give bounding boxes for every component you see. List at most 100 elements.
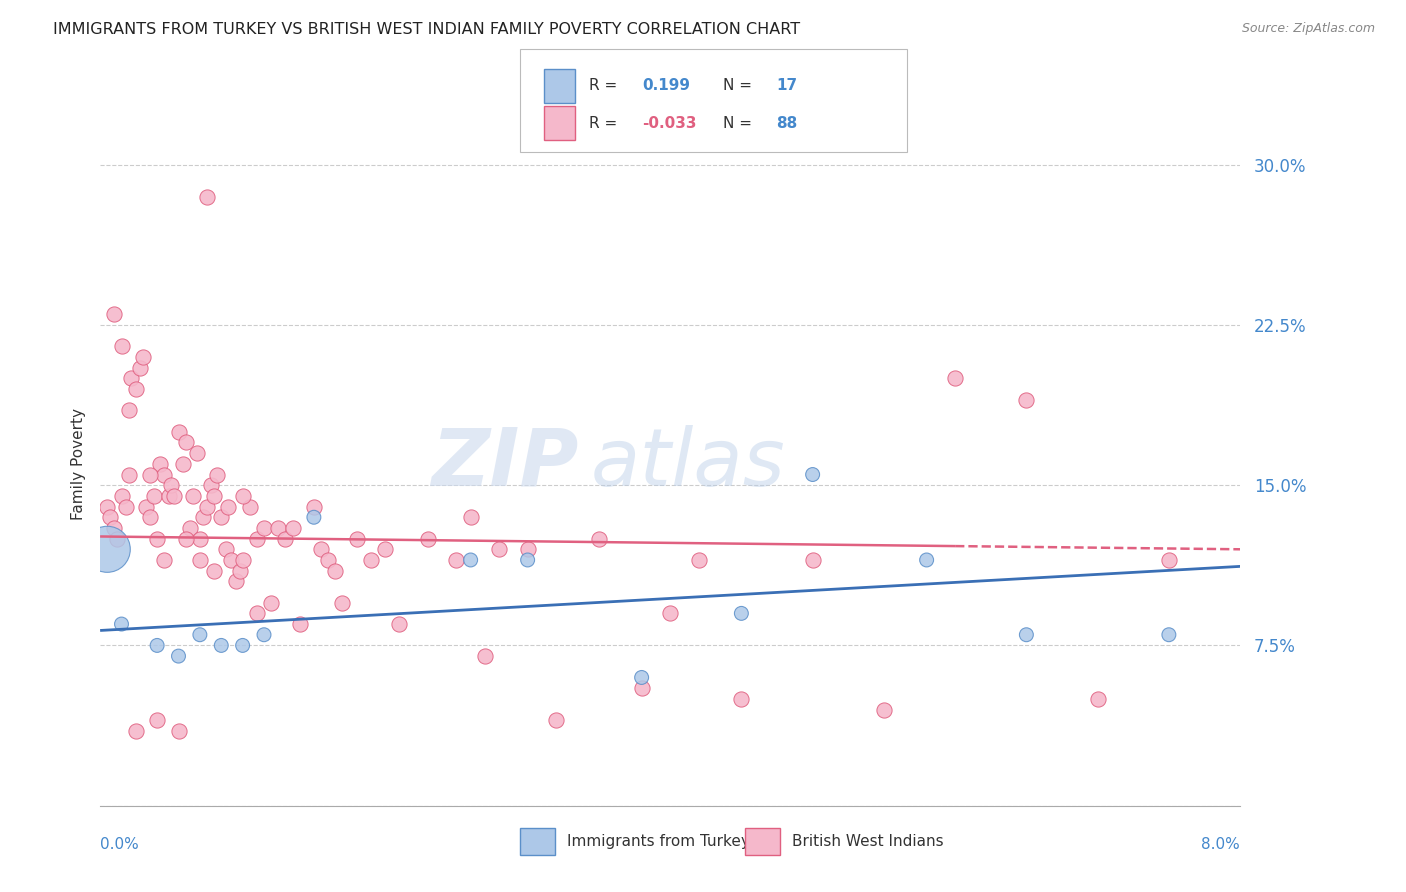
Point	[125, 723, 148, 738]
Point	[488, 542, 510, 557]
Text: British West Indians: British West Indians	[792, 834, 943, 849]
Point	[105, 532, 128, 546]
Point	[214, 542, 236, 557]
Point	[246, 607, 269, 621]
Point	[316, 553, 339, 567]
Point	[191, 510, 214, 524]
Point	[659, 607, 682, 621]
Text: N =: N =	[723, 78, 752, 93]
Point	[179, 521, 201, 535]
Point	[205, 467, 228, 482]
Point	[915, 553, 938, 567]
Point	[98, 510, 121, 524]
Point	[801, 553, 824, 567]
Point	[200, 478, 222, 492]
Point	[139, 510, 162, 524]
Point	[1157, 628, 1180, 642]
Point	[688, 553, 710, 567]
Text: ZIP: ZIP	[432, 425, 579, 503]
Point	[146, 639, 169, 653]
Point	[246, 532, 269, 546]
Point	[1157, 553, 1180, 567]
Point	[186, 446, 208, 460]
Point	[117, 467, 139, 482]
Point	[114, 500, 136, 514]
Point	[174, 532, 197, 546]
Point	[630, 670, 652, 684]
Point	[730, 607, 752, 621]
Point	[209, 639, 232, 653]
Point	[153, 553, 176, 567]
Point	[103, 307, 125, 321]
Point	[125, 382, 148, 396]
Point	[202, 489, 225, 503]
Point	[117, 403, 139, 417]
Point	[267, 521, 290, 535]
Point	[323, 564, 346, 578]
Point	[588, 532, 610, 546]
Point	[302, 500, 325, 514]
Point	[96, 542, 118, 557]
Point	[801, 467, 824, 482]
Point	[129, 360, 152, 375]
Point	[163, 489, 186, 503]
Point	[149, 457, 172, 471]
Text: N =: N =	[723, 116, 752, 130]
Point	[332, 596, 354, 610]
Point	[239, 500, 262, 514]
Y-axis label: Family Poverty: Family Poverty	[72, 408, 86, 520]
Point	[110, 339, 132, 353]
Point	[195, 500, 218, 514]
Point	[873, 702, 896, 716]
Point	[546, 713, 568, 727]
Point	[181, 489, 204, 503]
Point	[309, 542, 332, 557]
Text: 88: 88	[776, 116, 797, 130]
Point	[232, 489, 254, 503]
Point	[281, 521, 304, 535]
Point	[167, 649, 190, 664]
Point	[160, 478, 183, 492]
Point	[232, 639, 254, 653]
Text: IMMIGRANTS FROM TURKEY VS BRITISH WEST INDIAN FAMILY POVERTY CORRELATION CHART: IMMIGRANTS FROM TURKEY VS BRITISH WEST I…	[53, 22, 800, 37]
Point	[167, 723, 190, 738]
Text: 8.0%: 8.0%	[1201, 837, 1240, 852]
Point	[157, 489, 180, 503]
Point	[132, 350, 155, 364]
Point	[219, 553, 242, 567]
Point	[253, 521, 276, 535]
Text: R =: R =	[589, 116, 617, 130]
Point	[96, 500, 118, 514]
Point	[374, 542, 396, 557]
Point	[110, 489, 132, 503]
Point	[346, 532, 368, 546]
Text: Source: ZipAtlas.com: Source: ZipAtlas.com	[1241, 22, 1375, 36]
Point	[188, 628, 211, 642]
Point	[360, 553, 382, 567]
Point	[1015, 628, 1038, 642]
Point	[143, 489, 166, 503]
Point	[146, 713, 169, 727]
Point	[460, 510, 482, 524]
Point	[167, 425, 190, 439]
Point	[135, 500, 157, 514]
Text: Immigrants from Turkey: Immigrants from Turkey	[567, 834, 749, 849]
Point	[110, 617, 132, 632]
Point	[229, 564, 252, 578]
Point	[516, 553, 538, 567]
Text: R =: R =	[589, 78, 617, 93]
Point	[202, 564, 225, 578]
Point	[943, 371, 966, 385]
Point	[260, 596, 283, 610]
Text: -0.033: -0.033	[643, 116, 697, 130]
Text: 0.199: 0.199	[643, 78, 690, 93]
Point	[730, 691, 752, 706]
Text: 0.0%: 0.0%	[100, 837, 139, 852]
Point	[232, 553, 254, 567]
Point	[516, 542, 538, 557]
Point	[153, 467, 176, 482]
Point	[388, 617, 411, 632]
Point	[139, 467, 162, 482]
Text: atlas: atlas	[591, 425, 785, 503]
Point	[217, 500, 239, 514]
